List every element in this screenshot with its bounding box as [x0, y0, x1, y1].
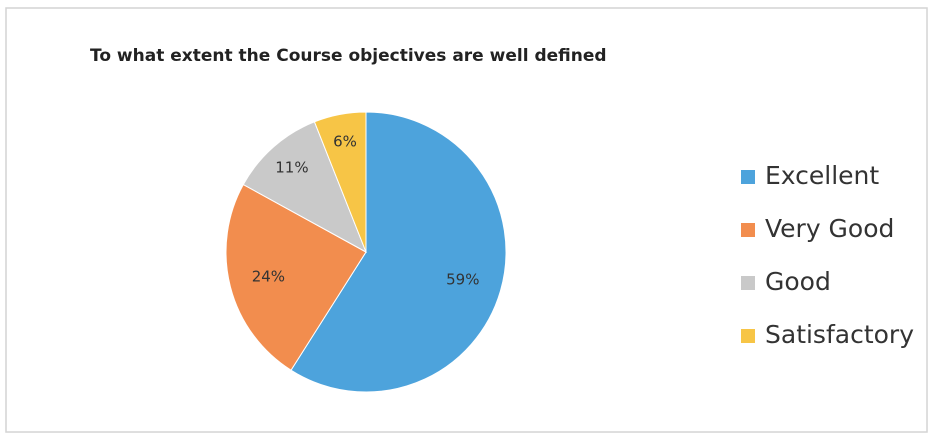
- legend-label: Satisfactory: [765, 320, 914, 349]
- data-label: 11%: [275, 158, 308, 176]
- legend-label: Very Good: [765, 214, 894, 243]
- legend-swatch: [741, 223, 755, 237]
- data-label: 24%: [252, 268, 285, 286]
- pie-slice: [290, 111, 507, 393]
- legend-swatch: [741, 170, 755, 184]
- pie-slice: [242, 121, 367, 254]
- legend-label: Excellent: [765, 161, 879, 190]
- legend-swatch: [741, 329, 755, 343]
- data-label: 6%: [333, 132, 357, 150]
- pie-slice: [313, 111, 367, 253]
- chart-title: To what extent the Course objectives are…: [90, 46, 607, 66]
- legend-swatch: [741, 276, 755, 290]
- pie-slice: [225, 183, 367, 371]
- legend-label: Good: [765, 267, 831, 296]
- data-label: 59%: [446, 271, 479, 289]
